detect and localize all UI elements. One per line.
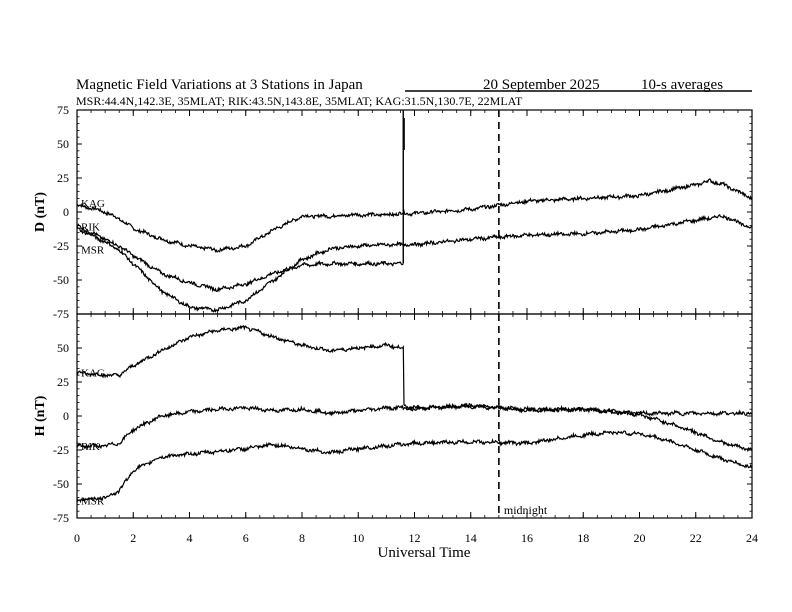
h-series-kag: [76, 324, 753, 418]
h-label-msr: MSR: [81, 495, 105, 507]
h-ytick-label: 50: [57, 341, 69, 355]
xtick-label: 18: [577, 531, 589, 545]
h-series-rik: [76, 403, 753, 453]
h-label-kag: KAG: [81, 367, 105, 379]
chart-date: 20 September 2025: [483, 77, 600, 93]
d-ytick-label: -75: [53, 307, 69, 321]
xtick-label: 12: [409, 531, 421, 545]
chart-averaging: 10-s averages: [641, 77, 723, 93]
d-ytick-label: -25: [53, 239, 69, 253]
h-ylabel: H (nT): [33, 395, 48, 436]
h-ytick-label: -75: [53, 511, 69, 525]
d-ytick-label: 75: [57, 103, 69, 117]
xtick-label: 0: [74, 531, 80, 545]
d-component-panel: -75 -50 -25 0 25 50 75 D (nT) KAG MSR RIK: [33, 103, 753, 321]
xtick-label: 10: [352, 531, 364, 545]
d-ylabel: D (nT): [33, 192, 48, 232]
h-ytick-label: 0: [63, 409, 69, 423]
x-axis-title: Universal Time: [378, 545, 471, 561]
d-label-rik: RIK: [81, 221, 100, 233]
xtick-label: 4: [187, 531, 193, 545]
xtick-label: 14: [465, 531, 477, 545]
d-series-rik: [76, 214, 753, 313]
xtick-label: 20: [634, 531, 646, 545]
d-ytick-label: 0: [63, 205, 69, 219]
d-series-kag: [76, 178, 753, 253]
xtick-label: 22: [690, 531, 702, 545]
xtick-label: 24: [746, 531, 758, 545]
h-ytick-label: -25: [53, 443, 69, 457]
d-series-msr: [76, 223, 404, 293]
xtick-label: 2: [130, 531, 136, 545]
d-label-kag: KAG: [81, 198, 105, 210]
h-series-msr: [76, 429, 753, 504]
d-label-msr: MSR: [81, 245, 105, 257]
d-ytick-label: 25: [57, 171, 69, 185]
chart-title: Magnetic Field Variations at 3 Stations …: [76, 77, 363, 93]
midnight-label: midnight: [504, 503, 548, 517]
d-ytick-label: -50: [53, 273, 69, 287]
station-info: MSR:44.4N,142.3E, 35MLAT; RIK:43.5N,143.…: [76, 94, 523, 108]
h-label-rik: RIK: [81, 441, 100, 453]
xtick-label: 6: [243, 531, 249, 545]
xtick-label: 16: [521, 531, 533, 545]
d-ytick-label: 50: [57, 137, 69, 151]
h-ytick-label: -50: [53, 477, 69, 491]
h-ytick-label: 25: [57, 375, 69, 389]
xtick-label: 8: [299, 531, 305, 545]
h-panel-frame: [76, 313, 753, 519]
